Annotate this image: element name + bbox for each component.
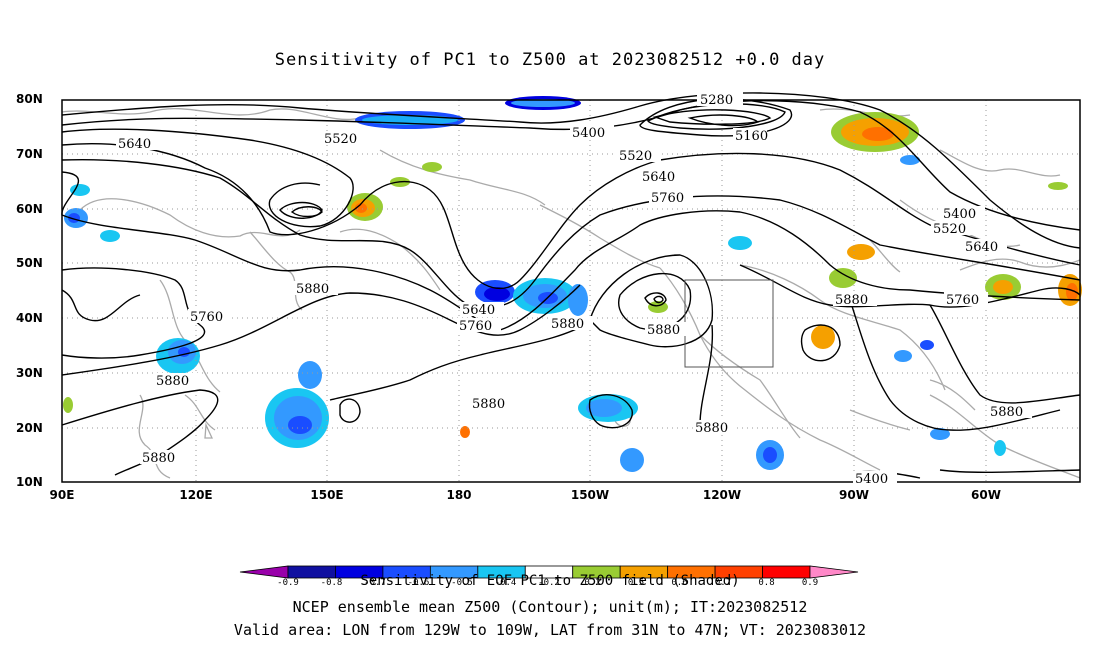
colorbar-cells (239, 565, 859, 579)
colorbar-tick-label: -0.6 (408, 578, 430, 588)
colorbar-tick-label: -0.4 (495, 578, 517, 588)
lat-label: 40N (16, 311, 43, 325)
contour-label: 5760 (946, 293, 979, 308)
contour-label: 5880 (990, 405, 1023, 420)
contour-label: 5760 (190, 310, 223, 325)
caption-contour: NCEP ensemble mean Z500 (Contour); unit(… (292, 598, 808, 616)
contour-label: 5400 (943, 207, 976, 222)
lat-label: 50N (16, 256, 43, 270)
contour-label: 5160 (735, 129, 768, 144)
colorbar-tick-label: -0.8 (321, 578, 343, 588)
contour-label: 5760 (459, 319, 492, 334)
plot-title: Sensitivity of PC1 to Z500 at 2023082512… (274, 50, 826, 70)
contour-label: 5640 (118, 137, 151, 152)
plot-frame (61, 99, 1081, 483)
colorbar: -0.9 -0.8 -0.7 -0.6 -0.5 -0.4 -0.2 0.2 0.5 0.6 0.7… (239, 565, 859, 588)
lon-label: 90E (49, 488, 75, 502)
contour-label: 5280 (700, 93, 733, 108)
contour-label: 5640 (642, 170, 675, 185)
lon-label: 150W (570, 488, 610, 502)
colorbar-tick-label: -0.7 (364, 578, 386, 588)
colorbar-tick-label: 0.2 (584, 578, 600, 588)
lat-label: 70N (16, 147, 43, 161)
lon-label: 120W (702, 488, 742, 502)
caption-shading: Sensitivity of EOF PC1 to Z500 field (Sh… (360, 573, 740, 589)
contour-label: 5880 (142, 451, 175, 466)
contour-label: 5640 (462, 303, 495, 318)
contour-label: 5880 (296, 282, 329, 297)
contour-label: 5880 (647, 323, 680, 338)
contour-labels: 5280 5160 5400 5520 5640 5760 5880 5640 … (116, 92, 1032, 487)
contour-label: 5880 (472, 397, 505, 412)
colorbar-tick-label: 0.9 (802, 578, 818, 588)
contour-label: 5520 (933, 222, 966, 237)
contour-label: 5880 (695, 421, 728, 436)
caption-valid-area: Valid area: LON from 129W to 109W, LAT f… (233, 621, 867, 639)
lon-label: 90W (839, 488, 869, 502)
coastlines (61, 108, 1081, 479)
colorbar-tick-label: 0.8 (758, 578, 774, 588)
lat-label: 30N (16, 366, 43, 380)
lon-label: 60W (971, 488, 1001, 502)
shading (63, 96, 1082, 472)
lon-label: 120E (179, 488, 213, 502)
colorbar-tick-label: 0.6 (671, 578, 687, 588)
colorbar-high-arrow (809, 565, 859, 579)
colorbar-tick-labels: -0.9 -0.8 -0.7 -0.6 -0.5 -0.4 -0.2 0.2 0.5 0.6 0.7… (277, 578, 818, 588)
contour-label: 5760 (651, 191, 684, 206)
contour-label: 5400 (855, 472, 888, 487)
contour-label: 5640 (965, 240, 998, 255)
lat-label: 80N (16, 92, 43, 106)
contour-label: 5880 (156, 374, 189, 389)
contour-label: 5400 (572, 126, 605, 141)
contour-label: 5880 (551, 317, 584, 332)
lon-label: 180 (446, 488, 472, 502)
contour-label: 5520 (619, 149, 652, 164)
lat-label: 10N (16, 475, 43, 489)
z500-contours (61, 92, 1081, 479)
contour-label-bgs (116, 92, 1032, 485)
lat-label: 60N (16, 202, 43, 216)
colorbar-tick-label: -0.5 (451, 578, 473, 588)
colorbar-tick-label: -0.2 (538, 578, 560, 588)
colorbar-tick-label: 0.5 (628, 578, 644, 588)
contour-label: 5880 (835, 293, 868, 308)
contour-label: 5520 (324, 132, 357, 147)
lon-label: 150E (310, 488, 344, 502)
lat-label: 20N (16, 421, 43, 435)
colorbar-tick-label: -0.9 (277, 578, 299, 588)
colorbar-tick-label: 0.7 (715, 578, 731, 588)
